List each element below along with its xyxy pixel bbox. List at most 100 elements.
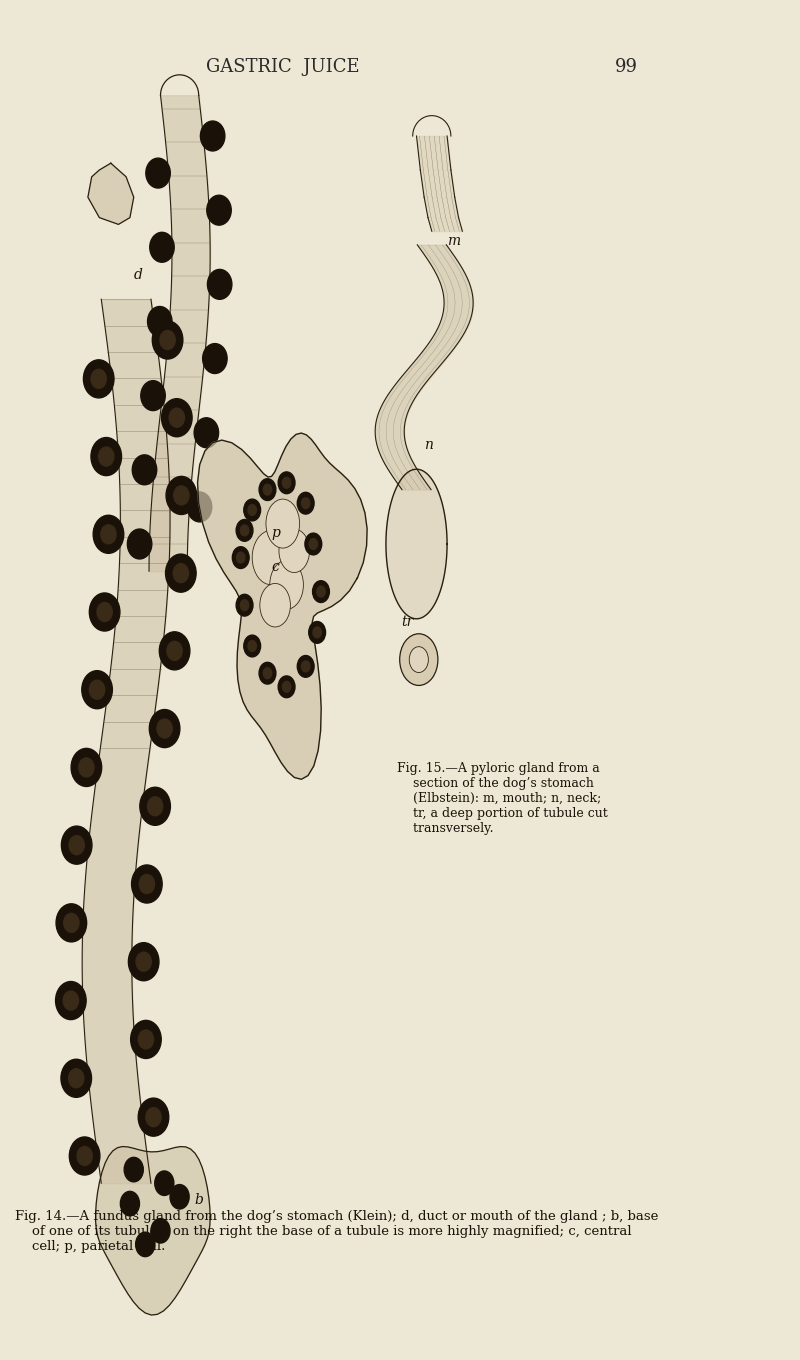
Ellipse shape <box>278 472 295 494</box>
Text: 99: 99 <box>615 58 638 76</box>
Ellipse shape <box>136 952 151 971</box>
Ellipse shape <box>151 1219 170 1243</box>
Ellipse shape <box>207 269 232 299</box>
Ellipse shape <box>93 515 124 554</box>
Ellipse shape <box>237 552 245 563</box>
Ellipse shape <box>150 710 180 748</box>
Ellipse shape <box>90 680 105 699</box>
Ellipse shape <box>147 797 162 816</box>
Text: m: m <box>447 234 460 248</box>
Text: p: p <box>271 526 280 540</box>
Ellipse shape <box>78 758 94 777</box>
Ellipse shape <box>132 454 157 484</box>
Text: GASTRIC  JUICE: GASTRIC JUICE <box>206 58 359 76</box>
Ellipse shape <box>302 498 310 509</box>
Ellipse shape <box>244 635 261 657</box>
Text: Fig. 14.—A fundus gland from the dog’s stomach (Klein); d, duct or mouth of the : Fig. 14.—A fundus gland from the dog’s s… <box>15 1210 658 1254</box>
Ellipse shape <box>169 408 185 427</box>
Text: c: c <box>271 560 279 574</box>
Ellipse shape <box>152 321 183 359</box>
Ellipse shape <box>248 641 256 651</box>
Ellipse shape <box>77 1146 92 1166</box>
Ellipse shape <box>201 121 225 151</box>
Text: d: d <box>134 268 142 282</box>
Ellipse shape <box>317 586 325 597</box>
Ellipse shape <box>309 622 326 643</box>
Ellipse shape <box>232 547 249 568</box>
Ellipse shape <box>298 656 314 677</box>
Ellipse shape <box>91 370 106 389</box>
Ellipse shape <box>252 530 290 585</box>
Ellipse shape <box>194 418 218 447</box>
Ellipse shape <box>146 158 170 188</box>
Ellipse shape <box>309 539 318 549</box>
Ellipse shape <box>410 647 428 672</box>
Ellipse shape <box>259 479 276 500</box>
Ellipse shape <box>313 627 322 638</box>
Ellipse shape <box>159 632 190 670</box>
Ellipse shape <box>70 1137 100 1175</box>
Ellipse shape <box>167 642 182 661</box>
Ellipse shape <box>98 447 114 466</box>
Ellipse shape <box>170 1185 189 1209</box>
Text: Fig. 15.—A pyloric gland from a
    section of the dog’s stomach
    (Elbstein):: Fig. 15.—A pyloric gland from a section … <box>398 762 608 835</box>
Ellipse shape <box>279 529 310 573</box>
Ellipse shape <box>147 306 172 336</box>
Ellipse shape <box>244 499 261 521</box>
Ellipse shape <box>174 486 189 505</box>
Ellipse shape <box>305 533 322 555</box>
Ellipse shape <box>138 1098 169 1136</box>
Ellipse shape <box>240 600 249 611</box>
Ellipse shape <box>236 520 253 541</box>
Ellipse shape <box>101 525 116 544</box>
Ellipse shape <box>140 787 170 826</box>
Ellipse shape <box>64 914 79 933</box>
Ellipse shape <box>154 1171 174 1195</box>
Ellipse shape <box>282 477 290 488</box>
Polygon shape <box>96 1146 210 1315</box>
Ellipse shape <box>97 602 112 622</box>
Ellipse shape <box>202 344 227 374</box>
Ellipse shape <box>173 563 189 582</box>
Ellipse shape <box>302 661 310 672</box>
Ellipse shape <box>157 719 172 738</box>
Ellipse shape <box>131 865 162 903</box>
Ellipse shape <box>61 1059 91 1098</box>
Ellipse shape <box>278 676 295 698</box>
Ellipse shape <box>127 529 152 559</box>
Ellipse shape <box>130 1020 162 1058</box>
Ellipse shape <box>313 581 330 602</box>
Ellipse shape <box>260 583 290 627</box>
Ellipse shape <box>128 942 159 981</box>
Ellipse shape <box>90 593 120 631</box>
Ellipse shape <box>82 670 112 709</box>
Ellipse shape <box>298 492 314 514</box>
Ellipse shape <box>62 826 92 864</box>
Ellipse shape <box>187 492 212 522</box>
Ellipse shape <box>69 835 84 854</box>
Ellipse shape <box>263 484 272 495</box>
Ellipse shape <box>150 233 174 262</box>
Ellipse shape <box>160 330 175 350</box>
Ellipse shape <box>266 499 299 548</box>
Ellipse shape <box>146 1107 161 1126</box>
Ellipse shape <box>240 525 249 536</box>
Ellipse shape <box>166 554 196 592</box>
Ellipse shape <box>91 438 122 476</box>
Ellipse shape <box>263 668 272 679</box>
Ellipse shape <box>400 634 438 685</box>
Ellipse shape <box>124 1157 143 1182</box>
Ellipse shape <box>259 662 276 684</box>
Ellipse shape <box>162 398 192 437</box>
Ellipse shape <box>139 874 154 894</box>
Ellipse shape <box>120 1191 139 1216</box>
Ellipse shape <box>83 360 114 398</box>
Ellipse shape <box>282 681 290 692</box>
Polygon shape <box>198 432 367 779</box>
Polygon shape <box>386 469 447 619</box>
Ellipse shape <box>141 381 166 411</box>
Ellipse shape <box>270 560 303 609</box>
Ellipse shape <box>69 1069 84 1088</box>
Ellipse shape <box>55 982 86 1020</box>
Ellipse shape <box>236 594 253 616</box>
